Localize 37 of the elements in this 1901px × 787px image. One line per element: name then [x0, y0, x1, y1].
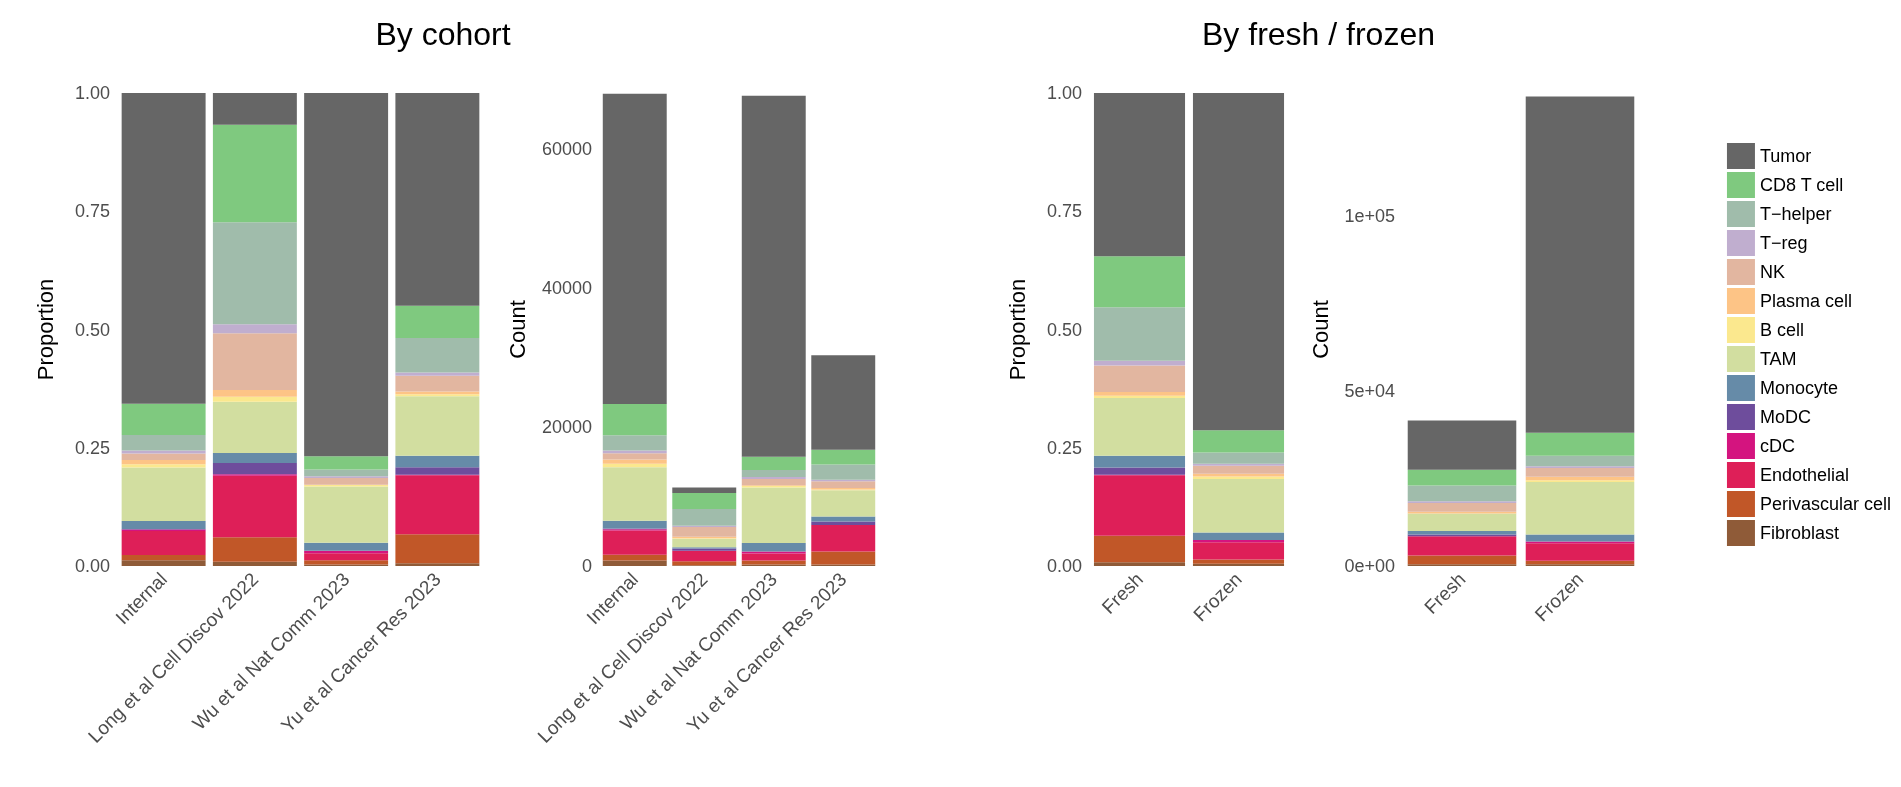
y-tick-label: 1.00	[1046, 83, 1082, 103]
legend-label: CD8 T cell	[1759, 175, 1844, 195]
legend-label: Perivascular cell	[1759, 494, 1891, 514]
y-tick-label: 0.50	[74, 319, 110, 340]
y-tick-label: 0.75	[1046, 201, 1082, 222]
legend-label: Fibroblast	[1759, 523, 1839, 543]
legend-label: NK	[1759, 262, 1785, 282]
y-tick-label: 0.50	[1046, 319, 1082, 340]
legend-label: T−reg	[1759, 233, 1808, 253]
y-tick-label: 1.00	[74, 83, 110, 103]
y-tick-label: 0.25	[74, 437, 110, 458]
y-axis-title: Proportion	[1004, 278, 1030, 381]
y-tick-label: 60000	[541, 138, 592, 159]
legend-label: Tumor	[1759, 146, 1812, 166]
y-tick-label: 0.25	[1046, 437, 1082, 458]
y-axis-title: Count	[1307, 300, 1333, 359]
y-tick-label: 20000	[541, 416, 592, 437]
y-tick-label: 0.00	[1046, 556, 1082, 576]
y-axis-title: Count	[504, 300, 530, 359]
y-tick-label: 0.00	[74, 556, 110, 576]
legend-label: B cell	[1759, 320, 1804, 340]
legend-label: T−helper	[1759, 204, 1832, 224]
y-tick-label: 1e+05	[1344, 205, 1395, 226]
legend-label: TAM	[1759, 349, 1797, 369]
legend-label: cDC	[1759, 436, 1795, 456]
y-tick-label: 0.75	[74, 201, 110, 222]
y-tick-label: 0e+00	[1344, 556, 1395, 576]
y-tick-label: 5e+04	[1344, 380, 1395, 401]
y-tick-label: 0	[581, 556, 592, 576]
y-axis-title: Proportion	[32, 278, 58, 381]
y-tick-label: 40000	[541, 277, 592, 298]
legend-label: Endothelial	[1759, 465, 1850, 485]
chart-title: By cohort	[374, 16, 512, 53]
chart-title: By fresh / frozen	[1201, 16, 1436, 53]
legend-label: MoDC	[1759, 407, 1811, 427]
legend-label: Plasma cell	[1759, 291, 1852, 311]
legend-label: Monocyte	[1759, 378, 1838, 398]
